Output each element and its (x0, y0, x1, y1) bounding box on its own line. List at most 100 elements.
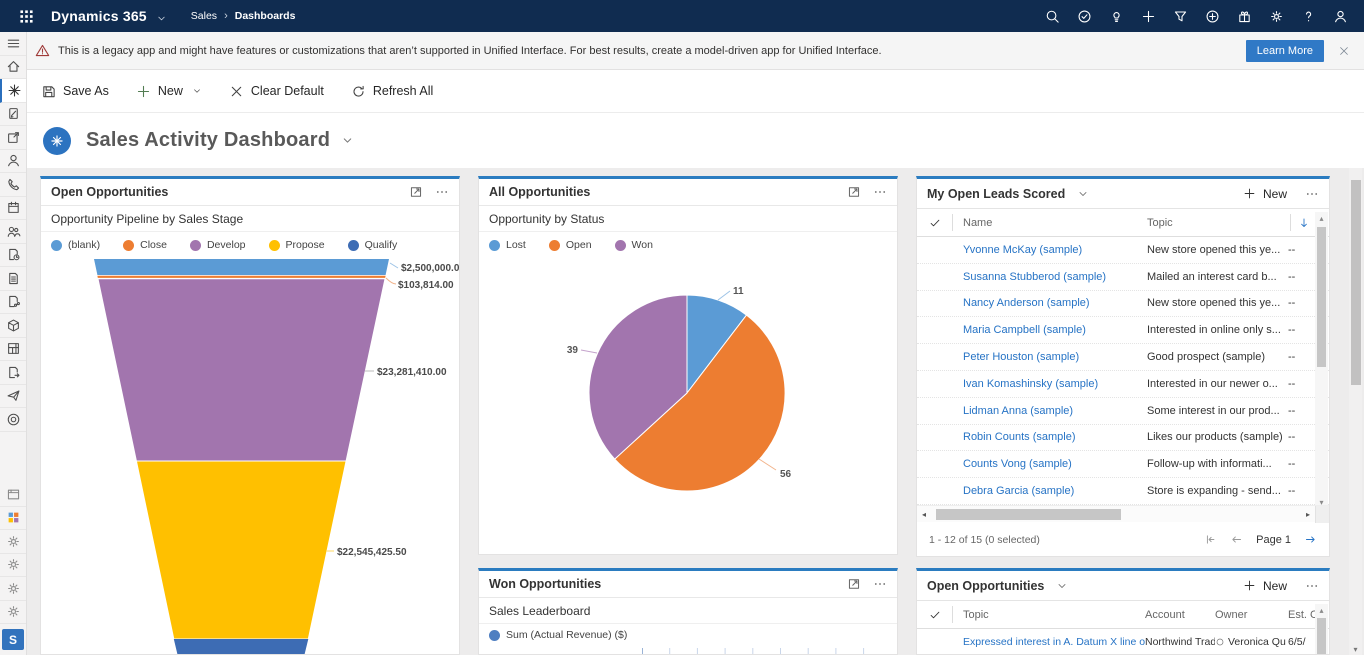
expand-panel-icon[interactable] (847, 185, 861, 199)
funnel-chart[interactable]: $2,500,000.00 $103,814.00 $23,281,410.00… (41, 258, 459, 655)
scroll-up-icon[interactable]: ▴ (1319, 213, 1324, 223)
new-record-button[interactable]: New (1243, 579, 1287, 593)
lead-name-link[interactable]: Debra Garcia (sample) (963, 485, 1075, 498)
table-row[interactable]: Maria Campbell (sample) Interested in on… (917, 317, 1329, 345)
sidebar-item-org-grid[interactable] (0, 338, 26, 361)
lightbulb-icon[interactable] (1109, 9, 1124, 24)
sidebar-item-app-window[interactable] (0, 483, 26, 507)
sidebar-item-gear[interactable] (0, 601, 26, 624)
column-header-topic[interactable]: Topic (1147, 216, 1173, 229)
person-icon[interactable] (1333, 9, 1348, 24)
lead-name-link[interactable]: Maria Campbell (sample) (963, 324, 1086, 337)
table-row[interactable]: Robin Counts (sample) Likes our products… (917, 425, 1329, 452)
more-options-icon[interactable] (873, 185, 887, 199)
scrollbar-thumb[interactable] (1350, 180, 1361, 385)
lead-name-link[interactable]: Ivan Komashinsky (sample) (963, 377, 1099, 390)
learn-more-button[interactable]: Learn More (1245, 39, 1324, 62)
sidebar-item-file-clock[interactable] (0, 244, 26, 267)
sidebar-item-gear[interactable] (0, 554, 26, 577)
save-as-button[interactable]: Save As (41, 84, 109, 99)
app-launcher-waffle-icon[interactable] (19, 9, 34, 24)
scrollbar-thumb[interactable] (1317, 618, 1326, 654)
lead-name-link[interactable]: Yvonne McKay (sample) (963, 243, 1083, 256)
table-row[interactable]: Yvonne McKay (sample) New store opened t… (917, 237, 1329, 264)
scrollbar-thumb[interactable] (936, 508, 1121, 520)
sidebar-item-calendar[interactable] (0, 197, 26, 220)
sidebar-item-mail-send[interactable] (0, 385, 26, 408)
first-page-icon[interactable] (1204, 533, 1217, 546)
sidebar-item-phone[interactable] (0, 173, 26, 197)
gear-icon[interactable] (1269, 9, 1284, 24)
scroll-down-icon[interactable]: ▾ (1353, 644, 1358, 654)
table-row[interactable]: Lidman Anna (sample) Some interest in ou… (917, 398, 1329, 425)
table-row[interactable]: Susanna Stubberod (sample) Mailed an int… (917, 264, 1329, 291)
sidebar-item-people[interactable] (0, 220, 26, 244)
page-vertical-scrollbar[interactable]: ▾ (1349, 168, 1362, 655)
leads-vertical-scrollbar[interactable]: ▴ ▾ (1315, 212, 1328, 508)
view-selector-chevron-icon[interactable] (1077, 188, 1089, 200)
breadcrumb-sales[interactable]: Sales (190, 10, 218, 22)
clear-default-button[interactable]: Clear Default (229, 84, 324, 99)
table-row[interactable]: Nancy Anderson (sample) New store opened… (917, 291, 1329, 318)
filter-icon[interactable] (1173, 9, 1188, 24)
gift-icon[interactable] (1237, 9, 1252, 24)
column-header-name[interactable]: Name (963, 216, 993, 229)
table-row[interactable]: Expressed interest in A. Datum X line of… (917, 629, 1329, 654)
plus-icon[interactable] (1141, 9, 1156, 24)
scroll-left-icon[interactable]: ◂ (921, 509, 926, 519)
more-options-icon[interactable] (435, 185, 449, 199)
lead-name-link[interactable]: Lidman Anna (sample) (963, 404, 1074, 417)
sort-descending-icon[interactable] (1290, 214, 1316, 231)
scroll-up-icon[interactable]: ▴ (1319, 605, 1324, 615)
refresh-all-button[interactable]: Refresh All (351, 84, 433, 99)
sidebar-item-gear[interactable] (0, 577, 26, 601)
lead-name-link[interactable]: Counts Vong (sample) (963, 458, 1072, 471)
sidebar-item-menu[interactable] (0, 32, 26, 56)
sidebar-item-dashboard[interactable] (0, 79, 26, 103)
opportunity-topic-link[interactable]: Expressed interest in A. Datum X line of… (963, 636, 1145, 648)
openopps-vertical-scrollbar[interactable]: ▴ (1315, 604, 1328, 654)
sidebar-item-file-text[interactable] (0, 267, 26, 291)
sidebar-item-target[interactable] (0, 408, 26, 432)
sidebar-item-home[interactable] (0, 56, 26, 79)
sidebar-item-gear[interactable] (0, 530, 26, 554)
lead-name-link[interactable]: Peter Houston (sample) (963, 351, 1080, 364)
column-header-owner[interactable]: Owner (1215, 608, 1248, 621)
check-circle-icon[interactable] (1077, 9, 1092, 24)
lead-name-link[interactable]: Susanna Stubberod (sample) (963, 270, 1107, 283)
select-all-checkbox[interactable] (917, 214, 953, 231)
sidebar-s-badge[interactable]: S (2, 629, 24, 650)
chevron-down-icon[interactable] (156, 11, 167, 22)
breadcrumb-dashboards[interactable]: Dashboards (234, 10, 296, 22)
bar-chart-partial[interactable] (479, 648, 897, 655)
sidebar-item-dashboard-color[interactable] (0, 507, 26, 530)
table-row[interactable]: Counts Vong (sample) Follow-up with info… (917, 451, 1329, 479)
sidebar-item-file-share[interactable] (0, 291, 26, 314)
column-header-account[interactable]: Account (1145, 608, 1185, 621)
more-options-icon[interactable] (873, 577, 887, 591)
scrollbar-thumb[interactable] (1317, 227, 1326, 367)
table-row[interactable]: Ivan Komashinsky (sample) Interested in … (917, 371, 1329, 398)
previous-page-icon[interactable] (1230, 533, 1243, 546)
sidebar-item-file-arrow[interactable] (0, 361, 26, 385)
table-row[interactable]: Peter Houston (sample) Good prospect (sa… (917, 344, 1329, 371)
column-header-est-close[interactable]: Est. C (1288, 608, 1316, 621)
expand-panel-icon[interactable] (409, 185, 423, 199)
view-selector-chevron-icon[interactable] (1056, 580, 1068, 592)
pie-chart[interactable]: 11 56 39 (479, 258, 897, 555)
scroll-down-icon[interactable]: ▾ (1319, 497, 1324, 507)
more-options-icon[interactable] (1305, 187, 1319, 201)
more-options-icon[interactable] (1305, 579, 1319, 593)
close-banner-icon[interactable] (1338, 45, 1350, 57)
sidebar-item-clipboard[interactable] (0, 103, 26, 126)
next-page-icon[interactable] (1304, 533, 1317, 546)
new-record-button[interactable]: New (1243, 187, 1287, 201)
dashboard-selector-chevron-icon[interactable] (341, 134, 354, 147)
column-header-topic[interactable]: Topic (963, 608, 989, 621)
sidebar-item-cube[interactable] (0, 314, 26, 338)
expand-panel-icon[interactable] (847, 577, 861, 591)
plus-circle-icon[interactable] (1205, 9, 1220, 24)
lead-name-link[interactable]: Robin Counts (sample) (963, 431, 1076, 444)
search-icon[interactable] (1045, 9, 1060, 24)
help-icon[interactable] (1301, 9, 1316, 24)
